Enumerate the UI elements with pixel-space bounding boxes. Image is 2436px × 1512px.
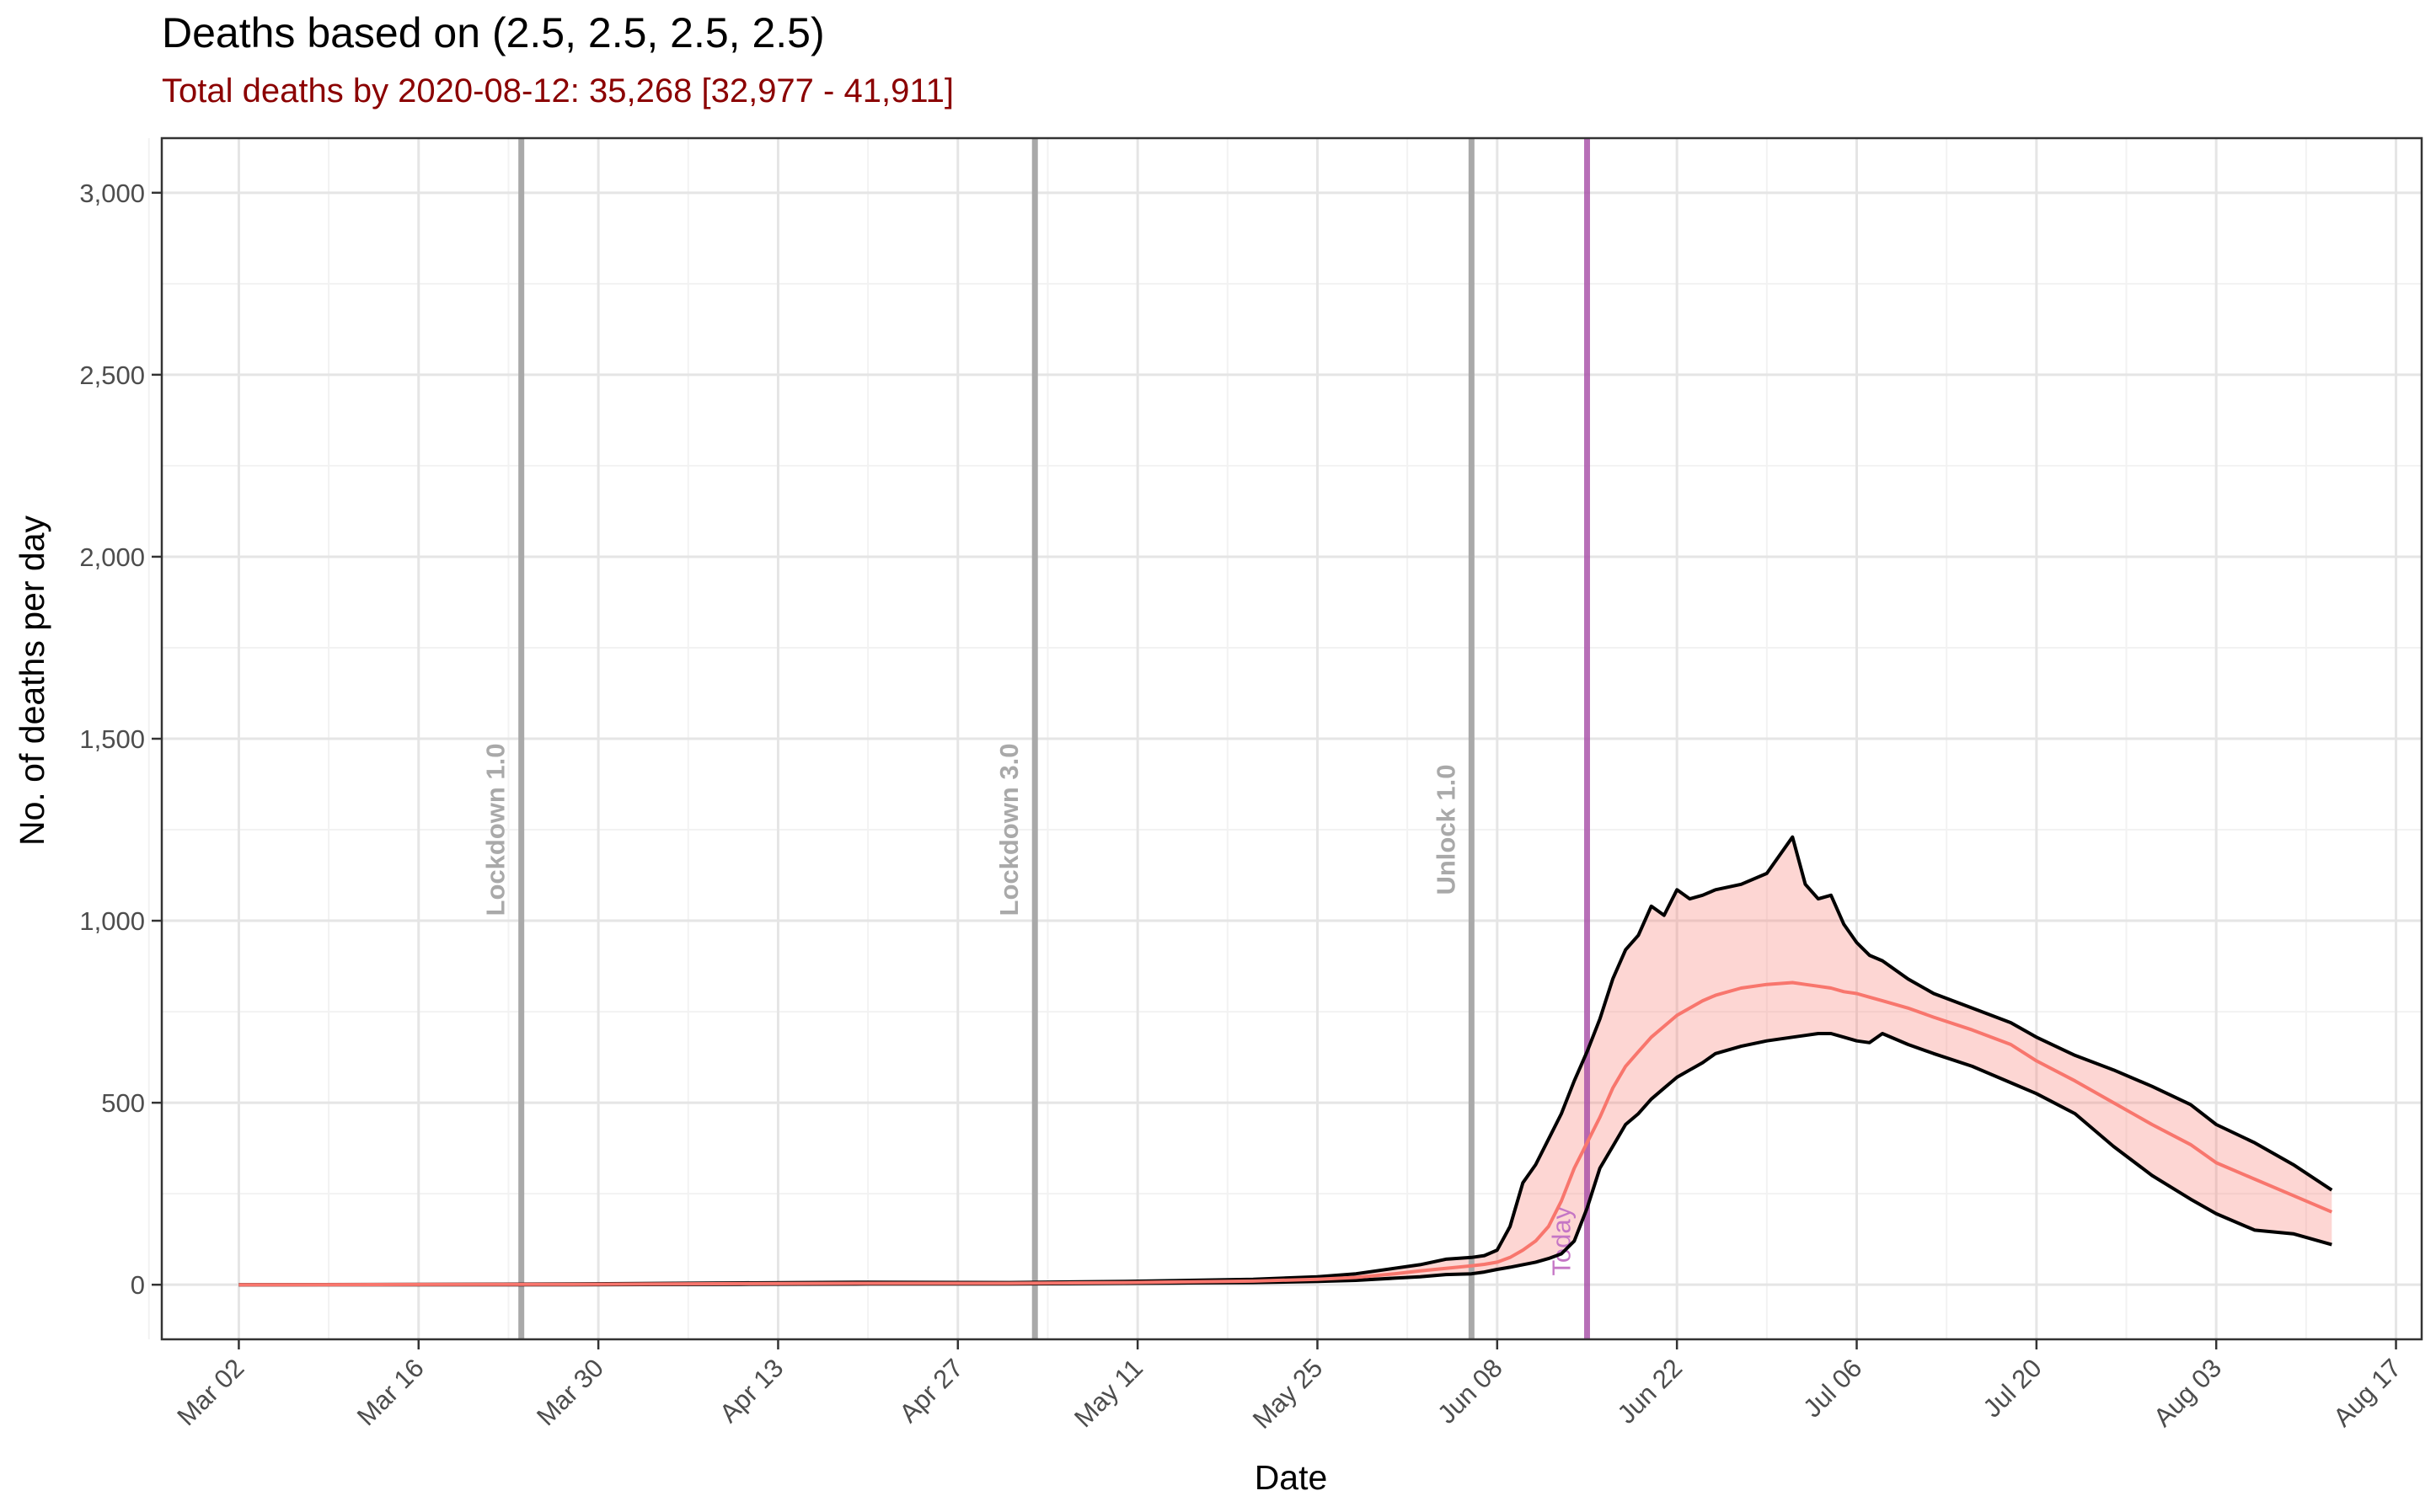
y-tick-label: 1,000 — [79, 906, 145, 936]
event-label: Lockdown 3.0 — [994, 744, 1024, 916]
grid — [147, 138, 2422, 1339]
confidence-band-area — [238, 836, 2332, 1285]
y-tick-label: 0 — [131, 1270, 145, 1300]
axes: Mar 02 Mar 16 Mar 30 Apr 13 Apr 27 May 11 May … — [79, 136, 2423, 1435]
y-tick-label: 500 — [101, 1088, 145, 1118]
x-tick-label: Mar 02 — [171, 1353, 249, 1431]
y-tick-label: 2,500 — [79, 361, 145, 390]
event-label: Lockdown 1.0 — [481, 744, 511, 916]
chart-subtitle: Total deaths by 2020-08-12: 35,268 [32,9… — [162, 72, 954, 110]
x-tick-label: Jun 22 — [1612, 1353, 1689, 1429]
y-tick-label: 3,000 — [79, 179, 145, 208]
today-label: Today — [1547, 1205, 1577, 1275]
x-tick-label: Aug 17 — [2327, 1353, 2407, 1432]
confidence-band — [238, 836, 2332, 1285]
x-tick-label: Apr 27 — [893, 1353, 968, 1428]
event-markers: Lockdown 1.0 Lockdown 3.0 Unlock 1.0 Today — [481, 138, 1590, 1339]
x-tick-label: Apr 13 — [714, 1353, 789, 1428]
x-tick-label: Aug 03 — [2148, 1353, 2227, 1432]
x-tick-label: Jul 06 — [1797, 1353, 1867, 1423]
y-tick-label: 2,000 — [79, 542, 145, 572]
x-tick-label: May 25 — [1247, 1353, 1329, 1435]
event-label: Unlock 1.0 — [1431, 764, 1460, 895]
x-tick-label: May 11 — [1068, 1353, 1148, 1433]
x-tick-label: Mar 16 — [351, 1353, 430, 1431]
chart-title: Deaths based on (2.5, 2.5, 2.5, 2.5) — [162, 9, 825, 56]
x-axis-title: Date — [1255, 1458, 1328, 1497]
upper-bound-line — [238, 835, 2333, 1287]
y-tick-label: 1,500 — [79, 724, 145, 754]
x-tick-label: Mar 30 — [531, 1353, 609, 1431]
x-tick-label: Jul 20 — [1977, 1353, 2047, 1423]
lower-bound-line — [238, 1032, 2332, 1287]
x-tick-label: Jun 08 — [1432, 1353, 1508, 1429]
median-line — [238, 980, 2333, 1287]
y-axis-title: No. of deaths per day — [13, 515, 51, 846]
series-lines — [238, 835, 2333, 1287]
